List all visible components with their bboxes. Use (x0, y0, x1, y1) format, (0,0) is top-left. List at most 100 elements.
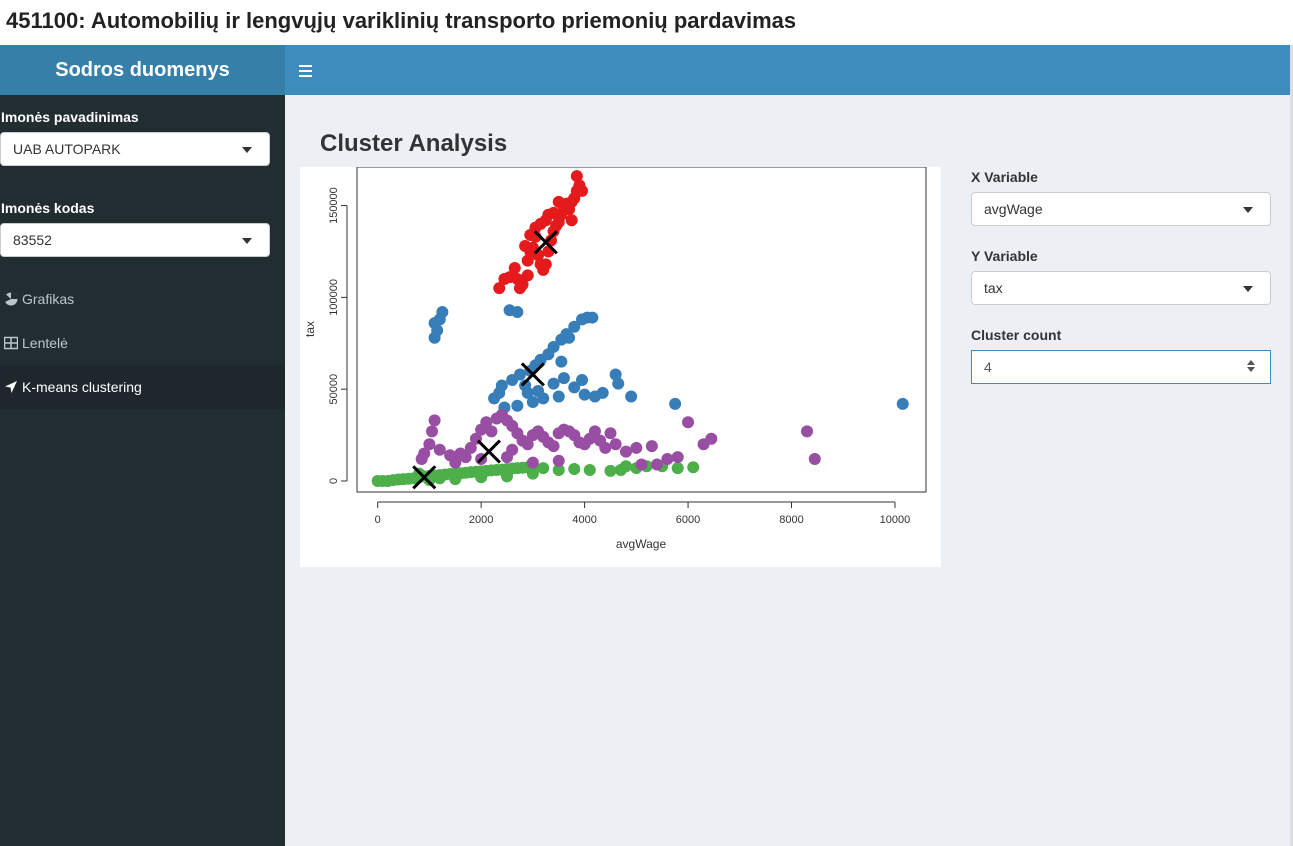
sidebar-item-kmeans[interactable]: K-means clustering (0, 365, 285, 409)
y-tick-label: 0 (328, 478, 340, 484)
data-point (516, 278, 529, 291)
data-point (501, 470, 514, 483)
sidebar: Imonės pavadinimas UAB AUTOPARK Imonės k… (0, 95, 285, 846)
data-point (539, 258, 552, 271)
x-tick-label: 2000 (469, 514, 493, 526)
y-tick-label: 100000 (328, 279, 340, 316)
data-point (547, 440, 560, 453)
data-point (526, 456, 539, 469)
data-point (619, 460, 632, 473)
chevron-down-icon (242, 147, 252, 153)
chevron-down-icon (1243, 207, 1253, 213)
data-point (671, 451, 684, 464)
data-point (526, 396, 539, 409)
data-point (557, 372, 570, 385)
data-point (426, 425, 439, 438)
data-point (801, 425, 814, 438)
y-tick-label: 50000 (328, 374, 340, 405)
cluster-icon (5, 381, 17, 393)
page-title-bar: 451100: Automobilių ir lengvųjų variklin… (0, 0, 1293, 45)
data-point (682, 416, 695, 429)
cluster-center-marker (533, 230, 558, 255)
sidebar-item-lentele[interactable]: Lentelė (0, 321, 285, 365)
data-point (495, 379, 508, 392)
page-title: 451100: Automobilių ir lengvųjų variklin… (6, 8, 797, 33)
x-variable-label: X Variable (971, 169, 1038, 185)
data-point (521, 269, 534, 282)
chevron-down-icon (242, 238, 252, 244)
data-point (604, 464, 617, 477)
x-tick-label: 0 (375, 514, 381, 526)
app-logo[interactable]: Sodros duomenys (0, 45, 285, 95)
y-axis-label: tax (303, 321, 317, 337)
data-point (475, 471, 488, 484)
data-point (418, 447, 431, 460)
x-variable-value: avgWage (984, 201, 1043, 217)
data-point (547, 340, 560, 353)
company-name-select[interactable]: UAB AUTOPARK (0, 132, 270, 166)
data-point (547, 206, 560, 219)
sidebar-item-label: Grafikas (22, 291, 75, 307)
scatter-plot: 0 2000 4000 6000 8000 10000 0 50000 100000 150000… (300, 167, 941, 567)
data-point (433, 443, 446, 456)
cluster-center-marker (520, 362, 545, 387)
stepper-icon[interactable] (1246, 360, 1256, 374)
data-point (511, 306, 524, 319)
data-point (493, 282, 506, 295)
plot-frame (356, 167, 927, 493)
hamburger-icon[interactable] (299, 58, 315, 80)
x-tick-label: 4000 (572, 514, 596, 526)
sidebar-item-grafikas[interactable]: Grafikas (0, 277, 285, 321)
data-point (563, 331, 576, 344)
data-point (671, 462, 684, 475)
data-point (565, 214, 578, 227)
data-point (583, 463, 596, 476)
data-point (586, 311, 599, 324)
data-point (552, 463, 565, 476)
scrollbar[interactable] (1290, 45, 1293, 846)
sidebar-item-label: K-means clustering (22, 379, 142, 395)
data-point (578, 388, 591, 401)
data-point (464, 441, 477, 454)
data-point (651, 458, 664, 471)
data-point (532, 385, 545, 398)
data-point (687, 461, 700, 474)
data-point (521, 438, 534, 451)
cluster-analysis-title: Cluster Analysis (320, 130, 508, 157)
data-point (552, 454, 565, 467)
company-code-value: 83552 (13, 232, 52, 248)
data-point (669, 397, 682, 410)
data-point (630, 441, 643, 454)
data-point (645, 440, 658, 453)
cluster-center-marker (476, 439, 501, 464)
data-point (521, 254, 534, 267)
data-point (576, 373, 589, 386)
x-axis-label: avgWage (616, 537, 667, 551)
data-point (568, 463, 581, 476)
data-point (506, 443, 519, 456)
data-point (596, 386, 609, 399)
company-code-label: Imonės kodas (1, 200, 95, 216)
y-variable-select[interactable]: tax (971, 271, 1271, 305)
data-point (609, 368, 622, 381)
data-point (537, 462, 550, 475)
data-point (576, 184, 589, 197)
data-point (428, 414, 441, 427)
data-point (625, 390, 638, 403)
data-point (555, 355, 568, 368)
company-name-value: UAB AUTOPARK (13, 141, 121, 157)
data-point (661, 452, 674, 465)
y-tick-label: 150000 (328, 187, 340, 224)
chart-icon (4, 292, 18, 306)
company-code-select[interactable]: 83552 (0, 223, 270, 257)
x-variable-select[interactable]: avgWage (971, 192, 1271, 226)
y-variable-label: Y Variable (971, 248, 1038, 264)
cluster-count-input[interactable]: 4 (971, 350, 1271, 384)
data-point (599, 441, 612, 454)
data-point (552, 390, 565, 403)
sidebar-item-label: Lentelė (22, 335, 68, 351)
data-point (635, 458, 648, 471)
data-point (526, 467, 539, 480)
data-point (449, 473, 462, 486)
data-point (511, 399, 524, 412)
